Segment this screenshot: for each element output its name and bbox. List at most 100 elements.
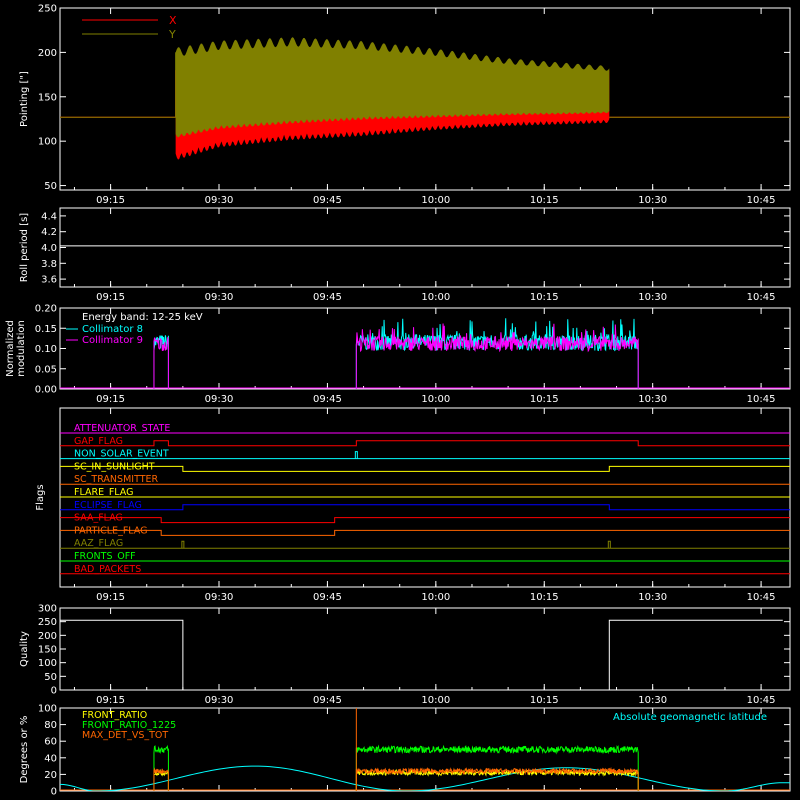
x-tick-label: 10:00 [421,394,450,405]
legend-label-front-ratio-1225: FRONT_RATIO_1225 [82,720,176,731]
quality-line [60,619,783,691]
flag-line-gap-flag [60,440,790,447]
y-tick-label: 150 [38,92,57,103]
y-tick-label: 100 [38,137,57,148]
panel-quality: 09:15 09:30 09:45 10:00 10:15 10:30 10:45 0 50 10… [19,604,791,706]
y-tick-label: 20 [44,770,57,781]
x-tick-label: 10:15 [530,394,559,405]
geomag-plot-area [60,708,790,791]
modulation-series-collimator-9 [153,337,169,389]
y-tick-label: 0.00 [35,385,57,396]
x-tick-label: 10:00 [421,695,450,706]
y-tick-label: 0 [51,686,57,697]
y-tick-label: 0.05 [35,364,57,375]
x-tick-label: 09:45 [313,195,342,206]
y-axis-label: Roll period [s] [19,213,30,282]
y-axis-label: Normalized [5,320,16,377]
y-tick-label: 3.8 [41,259,57,270]
flag-label-aaz-flag: AAZ_FLAG [74,538,123,549]
ratio-series-front-ratio-1225 [153,744,169,791]
legend-label-y: Y [168,28,176,41]
flag-label-bad-packets: BAD_PACKETS [74,564,141,575]
flag-spike [354,451,358,459]
panel-pointing: 09:15 09:30 09:45 10:00 10:15 10:30 10:45 50 100… [19,4,791,206]
y-tick-label: 0.20 [35,304,57,315]
flag-label-flare-flag: FLARE_FLAG [74,487,134,498]
modulation-annotation: Energy band: 12-25 keV [82,312,203,323]
x-tick-label: 09:15 [96,292,125,303]
flag-spike [607,540,611,549]
x-tick-label: 10:30 [638,394,667,405]
x-tick-label: 10:45 [747,592,776,603]
legend-label-max-det-vs-tot: MAX_DET_VS_TOT [82,730,168,741]
y-axis-label: Quality [19,631,30,667]
legend-label-collimator-9: Collimator 9 [82,335,143,346]
y-axis-label: modulation [16,320,27,377]
flag-label-non-solar-event: NON_SOLAR_EVENT [74,449,169,460]
x-tick-label: 09:45 [313,695,342,706]
panel-frame [59,207,791,288]
right-label: Absolute geomagnetic latitude [613,712,767,723]
x-tick-label: 09:30 [205,592,234,603]
y-tick-label: 4.2 [41,227,57,238]
x-tick-label: 09:15 [96,394,125,405]
y-tick-label: 80 [44,720,57,731]
x-tick-label: 09:45 [313,592,342,603]
pointing-plot-area [60,37,790,160]
y-axis-label: Degrees or % [19,716,30,784]
flag-line-saa-flag [60,517,790,524]
panel-geomag: 0 20 40 60 80 100 Degrees or % FRONT_RATIOFRONT… [19,704,791,798]
y-tick-label: 60 [44,737,57,748]
flag-label-sc-transmitter: SC_TRANSMITTER [74,474,159,485]
x-tick-label: 09:30 [205,695,234,706]
x-tick-label: 10:15 [530,195,559,206]
legend-label-front-ratio: FRONT_RATIO [82,710,147,721]
x-tick-label: 10:30 [638,592,667,603]
x-tick-label: 09:30 [205,195,234,206]
x-tick-label: 10:00 [421,195,450,206]
modulation-plot-area [60,318,790,389]
x-tick-label: 09:30 [205,292,234,303]
x-tick-label: 10:45 [747,695,776,706]
x-tick-label: 10:15 [530,592,559,603]
flag-label-gap-flag: GAP_FLAG [74,436,123,447]
y-tick-label: 50 [44,672,57,683]
flag-spike [181,540,185,549]
y-tick-label: 0 [51,787,57,798]
y-tick-label: 3.6 [41,275,57,286]
y-tick-label: 0.15 [35,324,57,335]
y-tick-label: 50 [44,181,57,192]
y-tick-label: 40 [44,753,57,764]
panel-frame [59,707,791,792]
flag-label-fronts-off: FRONTS_OFF [74,551,136,562]
flag-label-eclipse-flag: ECLIPSE_FLAG [74,500,142,511]
legend-label-x: X [169,14,177,27]
x-tick-label: 10:15 [530,292,559,303]
y-tick-label: 300 [38,604,57,615]
modulation-series-collimator-8 [153,335,169,389]
x-tick-label: 09:15 [96,695,125,706]
modulation-series-collimator-8 [355,318,639,389]
y-tick-label: 100 [38,658,57,669]
legend-label-collimator-8: Collimator 8 [82,324,143,335]
x-tick-label: 10:30 [638,195,667,206]
x-tick-label: 09:45 [313,292,342,303]
ratio-series-max-det-vs-tot [153,767,169,791]
modulation-series-collimator-9 [355,323,639,389]
y-tick-label: 250 [38,4,57,15]
panel-roll-period: 09:15 09:30 09:45 10:00 10:15 10:30 10:45 3.6 3.… [19,207,791,303]
y-tick-label: 250 [38,617,57,628]
x-tick-label: 10:30 [638,695,667,706]
y-tick-label: 4.4 [41,211,57,222]
y-tick-label: 100 [38,704,57,715]
flag-line-particle-flag [60,529,790,536]
y-tick-label: 150 [38,645,57,656]
x-tick-label: 09:45 [313,394,342,405]
flag-line-eclipse-flag [60,504,790,511]
pointing-series-y-band [175,37,610,138]
x-tick-label: 10:00 [421,292,450,303]
geomag-latitude-line [60,765,790,791]
y-tick-label: 0.10 [35,344,57,355]
x-tick-label: 09:15 [96,592,125,603]
